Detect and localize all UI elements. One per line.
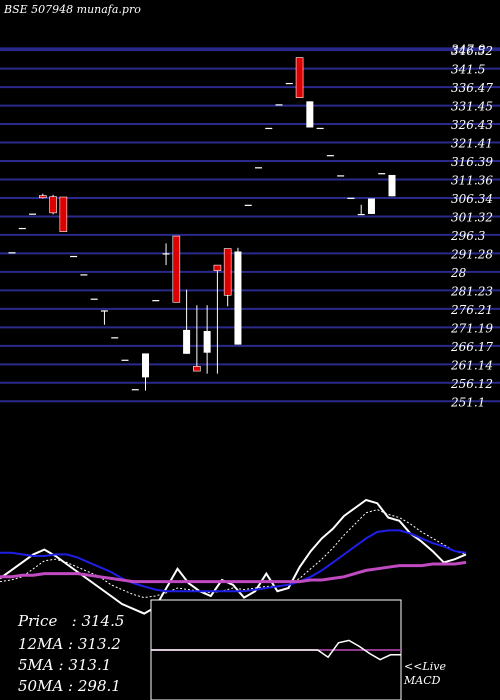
candle-body xyxy=(203,330,211,353)
candle-body xyxy=(285,82,293,85)
macd-name-label: MACD xyxy=(404,674,441,687)
price-level-label: 266.17 xyxy=(450,340,493,354)
indicator-series xyxy=(0,529,467,593)
symbol-label: BSE 507948 xyxy=(4,3,74,16)
price-level-label: 316.39 xyxy=(451,155,493,169)
chart-title: BSE 507948 munafa.pro xyxy=(4,3,141,16)
candle-body xyxy=(111,337,119,339)
candle-body xyxy=(162,253,170,255)
candle-body xyxy=(388,174,396,197)
candle-body xyxy=(326,155,334,157)
candle-body xyxy=(29,213,37,215)
candle-body xyxy=(100,310,108,312)
candle-body xyxy=(378,173,386,175)
price-level-label: 276.21 xyxy=(450,303,493,317)
macd-panel xyxy=(150,599,402,700)
candle-body xyxy=(193,366,201,372)
candle-body xyxy=(337,175,345,177)
candle-body xyxy=(265,127,273,130)
indicator-series xyxy=(0,498,467,615)
macd-live-label: <<Live xyxy=(404,660,446,673)
candle-body xyxy=(80,274,88,276)
ma12-readout: 12MA : 313.2 xyxy=(18,635,121,653)
candle-body xyxy=(8,252,16,254)
price-level-label: 281.23 xyxy=(450,284,493,298)
ma50-readout: 50MA : 298.1 xyxy=(18,677,121,695)
candle-body xyxy=(121,359,129,361)
price-level-label: 261.14 xyxy=(450,358,493,372)
candle-body xyxy=(142,353,150,378)
price-level-label: 28 xyxy=(450,266,467,280)
candle-body xyxy=(18,227,26,230)
candle-body xyxy=(357,213,365,216)
price-level-label: 336.47 xyxy=(451,81,493,95)
candle-body xyxy=(49,196,57,214)
candle-body xyxy=(223,248,232,296)
price-level-label: 271.19 xyxy=(450,321,493,335)
candle-body xyxy=(254,167,262,169)
candle-body xyxy=(152,300,160,302)
candle-body xyxy=(172,235,181,303)
ma5-readout: 5MA : 313.1 xyxy=(18,656,112,674)
candle-body xyxy=(59,196,68,232)
candle-body xyxy=(90,298,98,300)
price-level-label: 346.52 xyxy=(451,44,493,58)
candle-body xyxy=(213,264,222,271)
price-level-label: 291.28 xyxy=(450,247,493,261)
indicator-panel xyxy=(0,498,467,615)
candle-body xyxy=(275,104,283,106)
indicator-series xyxy=(0,509,467,599)
price-level-label: 341.5 xyxy=(451,63,485,77)
price-level-label: 256.12 xyxy=(450,377,493,391)
price-level-lines: 347.9346.52341.5336.47331.45326.43321.41… xyxy=(0,42,500,409)
price-level-label: 321.41 xyxy=(451,137,493,151)
price-level-label: 331.45 xyxy=(451,100,493,114)
indicator-series xyxy=(0,560,467,584)
candlesticks xyxy=(8,57,396,391)
candle-body xyxy=(347,197,355,199)
price-level-label: 311.36 xyxy=(451,174,493,188)
candle-body xyxy=(131,389,139,391)
macd-series xyxy=(151,639,401,661)
price-level-label: 306.34 xyxy=(451,192,493,206)
candle-body xyxy=(234,251,242,345)
site-label: munafa.pro xyxy=(76,3,141,16)
price-readout: Price : 314.5 xyxy=(18,612,125,630)
candle-body xyxy=(39,195,47,199)
price-level-label: 326.43 xyxy=(451,118,493,132)
candle-body xyxy=(295,57,304,98)
candle-body xyxy=(70,255,78,258)
candle-body xyxy=(244,204,252,206)
price-level-label: 301.32 xyxy=(451,210,493,224)
candle-body xyxy=(367,198,375,214)
price-level-label: 296.3 xyxy=(450,229,486,243)
candle-body xyxy=(316,127,324,130)
candle-body xyxy=(306,101,314,128)
candle-body xyxy=(183,329,191,354)
price-level-label: 251.1 xyxy=(450,395,485,409)
